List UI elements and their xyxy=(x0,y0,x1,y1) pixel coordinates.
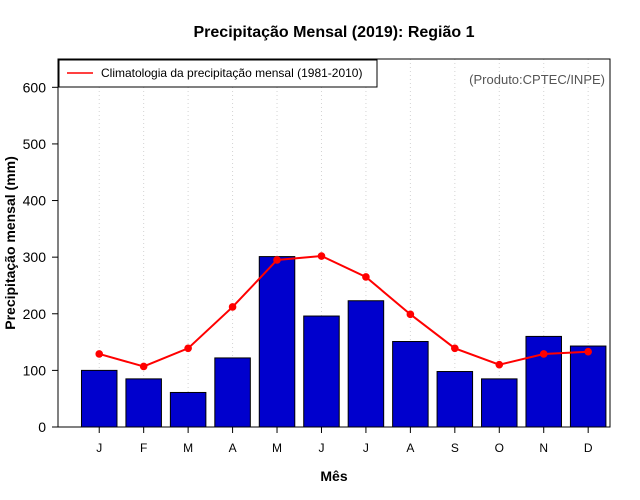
y-tick-label: 0 xyxy=(38,419,46,435)
climatology-point-10 xyxy=(495,360,504,369)
bar-j-6 xyxy=(303,315,340,428)
climatology-polyline xyxy=(98,255,589,368)
x-axis-label: Mês xyxy=(320,468,347,484)
x-tick-label: A xyxy=(406,441,414,455)
x-tick-label: O xyxy=(495,441,504,455)
legend-box xyxy=(58,59,378,88)
y-tick-label: 600 xyxy=(23,79,47,95)
x-tick-label: N xyxy=(539,441,548,455)
y-tick-label: 500 xyxy=(23,136,47,152)
bar-j-7 xyxy=(347,300,385,428)
x-tick-label: M xyxy=(183,441,193,455)
x-tick-label: D xyxy=(584,441,593,455)
y-tick-label: 200 xyxy=(23,306,47,322)
legend: Climatologia da precipitação mensal (198… xyxy=(58,59,378,88)
x-tick-label: F xyxy=(140,441,147,455)
x-tick-label: J xyxy=(318,441,324,455)
y-tick-label: 100 xyxy=(23,362,47,378)
plot-frame xyxy=(57,58,611,428)
y-tick-label: 400 xyxy=(23,193,47,209)
x-tick-label: M xyxy=(272,441,282,455)
climatology-point-1 xyxy=(95,350,104,358)
product-credit: (Produto:CPTEC/INPE) xyxy=(469,72,605,87)
x-tick-label: A xyxy=(229,441,237,455)
x-tick-label: J xyxy=(96,441,102,455)
climatology-point-4 xyxy=(228,303,237,311)
climatology-point-6 xyxy=(317,252,326,260)
climatology-point-11 xyxy=(539,350,548,358)
climatology-point-12 xyxy=(584,347,592,356)
bar-o-10 xyxy=(481,378,518,428)
bars xyxy=(80,256,607,428)
bar-j-1 xyxy=(80,369,118,428)
x-tick-label: S xyxy=(451,441,459,455)
climatology-point-8 xyxy=(406,310,415,319)
y-axis: 0 100 200 300 400 500 600 xyxy=(23,79,58,435)
bar-d-12 xyxy=(569,345,607,428)
bar-f-2 xyxy=(125,378,162,428)
x-tick-label: J xyxy=(363,441,369,455)
gridlines xyxy=(98,59,589,427)
bar-a-8 xyxy=(392,341,429,428)
bar-s-9 xyxy=(436,371,474,428)
bar-n-11 xyxy=(525,335,562,428)
y-tick-label: 300 xyxy=(23,249,47,265)
climatology-point-7 xyxy=(362,273,370,281)
climatology-point-9 xyxy=(451,344,459,353)
climatology-point-5 xyxy=(273,256,281,264)
legend-entry: Climatologia da precipitação mensal (198… xyxy=(101,66,362,80)
chart-title: Precipitação Mensal (2019): Região 1 xyxy=(194,24,475,41)
climatology-line xyxy=(95,252,592,371)
bar-a-4 xyxy=(214,357,251,428)
bar-m-5 xyxy=(258,256,296,428)
y-axis-label: Precipitação mensal (mm) xyxy=(2,156,18,330)
climatology-point-3 xyxy=(184,344,192,353)
bar-m-3 xyxy=(169,391,207,428)
climatology-point-2 xyxy=(139,362,148,371)
